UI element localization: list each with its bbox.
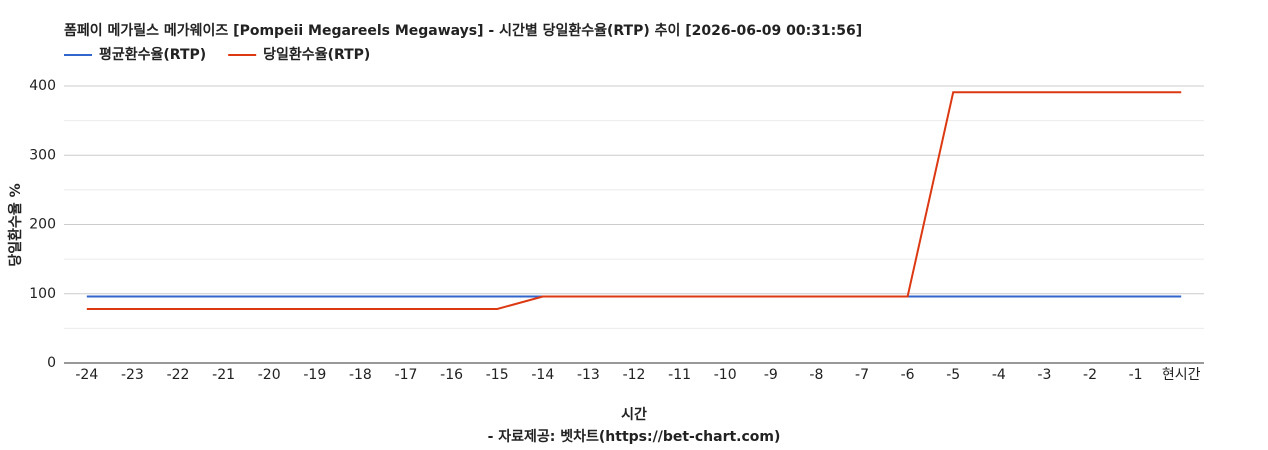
x-tick-label: -24 [75, 367, 99, 383]
x-tick-label-box: -4 [991, 367, 1006, 383]
x-tick-label: -10 [713, 367, 737, 383]
chart-title: 폼페이 메가릴스 메가웨이즈 [Pompeii Megareels Megawa… [64, 22, 862, 39]
legend-label: 당일환수율(RTP) [263, 46, 370, 63]
x-tick-label: -5 [946, 367, 961, 383]
x-tick-label: -9 [763, 367, 778, 383]
x-tick-label: 현시간 [1161, 367, 1201, 383]
x-tick-label: -3 [1037, 367, 1052, 383]
x-tick-label-box: -18 [348, 367, 372, 383]
x-tick-label: -8 [809, 367, 824, 383]
x-tick-label: -15 [485, 367, 509, 383]
x-tick-label-box: -19 [303, 367, 327, 383]
y-tick-label: 100 [29, 286, 56, 302]
x-tick-label-box: -2 [1083, 367, 1097, 383]
x-tick-label: -14 [531, 367, 555, 383]
legend-label: 평균환수율(RTP) [99, 46, 206, 63]
x-tick-label-box: -9 [763, 367, 778, 383]
footnote: - 자료제공: 벳차트(https://bet-chart.com) [488, 428, 781, 445]
x-tick-label-box: -21 [212, 367, 236, 383]
x-tick-label: -20 [257, 367, 281, 383]
x-tick-label-box: -17 [394, 367, 418, 383]
x-tick-label-box: -3 [1037, 367, 1052, 383]
x-tick-label: -1 [1128, 367, 1143, 383]
x-tick-label-box: -7 [855, 367, 869, 383]
x-tick-label-box: -22 [166, 367, 190, 383]
x-tick-label: -7 [855, 367, 869, 383]
x-tick-label: -12 [622, 367, 646, 383]
x-tick-label: -19 [303, 367, 327, 383]
y-tick-label: 400 [29, 78, 56, 94]
x-axis-title: 시간 [621, 406, 647, 423]
x-tick-label-box: -11 [668, 367, 692, 383]
x-tick-label: -22 [166, 367, 190, 383]
x-tick-label: -2 [1083, 367, 1097, 383]
x-tick-label-box: -23 [120, 367, 144, 383]
x-tick-label: -21 [212, 367, 236, 383]
x-tick-label: -13 [576, 367, 600, 383]
x-tick-label-box: -15 [485, 367, 509, 383]
x-tick-label-box: -6 [900, 367, 915, 383]
x-tick-label: -18 [348, 367, 372, 383]
x-tick-label: -17 [394, 367, 418, 383]
y-tick-label: 300 [29, 147, 56, 163]
series-line [86, 91, 1182, 310]
x-tick-label-box: -24 [75, 367, 99, 383]
x-tick-label-box: -16 [440, 367, 464, 383]
x-tick-label: -6 [900, 367, 915, 383]
y-axis-title: 당일환수율 % [7, 183, 24, 266]
x-tick-label: -4 [991, 367, 1006, 383]
x-tick-label-box: -10 [713, 367, 737, 383]
x-tick-label-box: -12 [622, 367, 646, 383]
x-tick-label-box: -1 [1128, 367, 1143, 383]
x-tick-label: -16 [440, 367, 464, 383]
x-tick-label-box: -13 [576, 367, 600, 383]
y-tick-label: 200 [29, 217, 56, 233]
x-tick-label: -11 [668, 367, 692, 383]
y-tick-label: 0 [47, 355, 56, 371]
x-tick-label-box: -5 [946, 367, 961, 383]
x-tick-label-box: -8 [809, 367, 824, 383]
x-tick-label-box: -14 [531, 367, 555, 383]
x-tick-label: -23 [120, 367, 144, 383]
x-tick-label-box: -20 [257, 367, 281, 383]
x-tick-label-box: 현시간 [1161, 367, 1201, 383]
